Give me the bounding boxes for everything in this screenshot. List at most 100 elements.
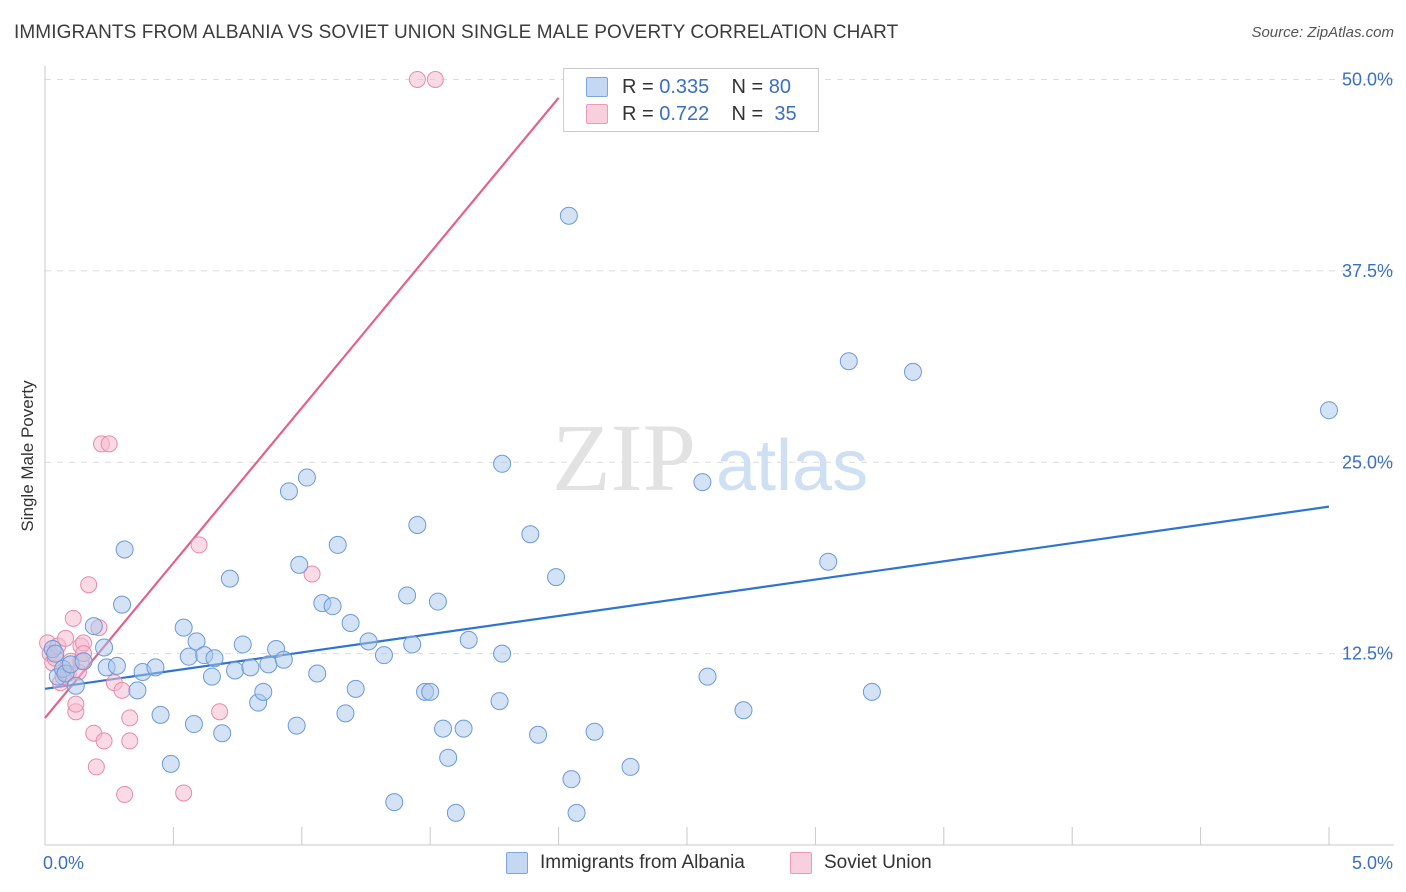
- point-albania: [151, 705, 170, 724]
- point-albania: [521, 525, 540, 544]
- legend-swatch-soviet-union: [790, 852, 812, 874]
- point-albania: [434, 719, 453, 738]
- point-albania: [585, 722, 604, 741]
- point-soviet-union: [426, 71, 444, 88]
- point-soviet-union: [190, 536, 208, 554]
- point-albania: [421, 682, 440, 701]
- series-soviet-union: [39, 71, 444, 803]
- y-tick-label: 37.5%: [1342, 261, 1393, 281]
- point-albania: [46, 644, 65, 663]
- x-tick-label-min: 0.0%: [43, 853, 84, 873]
- source-note: Source: ZipAtlas.com: [1251, 24, 1394, 41]
- point-albania: [254, 682, 273, 701]
- x-tick-label-max: 5.0%: [1352, 853, 1393, 873]
- point-albania: [621, 757, 640, 776]
- point-albania: [233, 635, 252, 654]
- point-soviet-union: [64, 609, 82, 627]
- point-soviet-union: [95, 732, 113, 750]
- legend-label-soviet-union: Soviet Union: [824, 852, 932, 873]
- point-albania: [323, 597, 342, 616]
- point-soviet-union: [116, 785, 134, 803]
- legend-r-label: R =: [622, 75, 654, 98]
- watermark-atlas: atlas: [716, 426, 868, 506]
- point-soviet-union: [175, 784, 193, 802]
- chart-title: IMMIGRANTS FROM ALBANIA VS SOVIET UNION …: [14, 22, 899, 43]
- legend-r-value: 0.722: [659, 102, 710, 125]
- point-albania: [95, 638, 114, 657]
- point-albania: [403, 635, 422, 654]
- legend-swatch-soviet-union: [586, 104, 608, 124]
- point-albania: [454, 719, 473, 738]
- point-albania: [115, 540, 134, 559]
- point-albania: [562, 770, 581, 789]
- point-soviet-union: [100, 435, 118, 453]
- point-albania: [241, 658, 260, 677]
- watermark: ZIP atlas: [552, 404, 868, 511]
- point-albania: [287, 716, 306, 735]
- point-albania: [459, 630, 478, 649]
- legend-r-label: R =: [622, 102, 654, 125]
- watermark-zip: ZIP: [552, 404, 696, 511]
- point-albania: [128, 681, 147, 700]
- point-albania: [113, 595, 132, 614]
- point-albania: [341, 614, 360, 633]
- point-albania: [698, 667, 717, 686]
- point-albania: [493, 644, 512, 663]
- point-albania: [297, 468, 316, 487]
- point-soviet-union: [87, 758, 105, 776]
- point-albania: [336, 704, 355, 723]
- point-soviet-union: [121, 732, 139, 750]
- point-albania: [259, 655, 278, 674]
- y-tick-label: 25.0%: [1342, 452, 1393, 472]
- y-tick-label: 50.0%: [1342, 70, 1393, 90]
- point-albania: [226, 661, 245, 680]
- point-albania: [819, 552, 838, 571]
- point-albania: [693, 473, 712, 492]
- point-albania: [428, 592, 447, 611]
- point-albania: [274, 650, 293, 669]
- point-albania: [66, 676, 85, 695]
- point-albania: [529, 725, 548, 744]
- axes: [44, 66, 1394, 846]
- point-albania: [374, 646, 393, 665]
- point-soviet-union: [211, 703, 229, 721]
- series-legend: Immigrants from Albania Soviet Union: [0, 852, 1406, 878]
- legend-item-soviet-union[interactable]: Soviet Union: [790, 852, 932, 874]
- point-albania: [493, 454, 512, 473]
- point-albania: [385, 793, 404, 812]
- point-albania: [107, 656, 126, 675]
- stats-legend: R = 0.335 N = 80 R = 0.722 N = 35: [563, 68, 819, 132]
- point-albania: [346, 679, 365, 698]
- legend-row-soviet-union: R = 0.722 N = 35: [586, 102, 797, 126]
- point-albania: [74, 652, 93, 671]
- point-albania: [187, 632, 206, 651]
- legend-n-value: 80: [768, 75, 792, 98]
- point-albania: [290, 555, 309, 574]
- point-soviet-union: [80, 576, 98, 594]
- point-soviet-union: [408, 71, 426, 88]
- point-albania: [1320, 401, 1338, 420]
- trend-line-soviet-union: [44, 97, 560, 719]
- point-albania: [446, 803, 465, 822]
- point-albania: [146, 658, 165, 677]
- point-albania: [408, 516, 427, 535]
- y-tick-label: 12.5%: [1342, 644, 1393, 664]
- legend-item-albania[interactable]: Immigrants from Albania: [506, 852, 745, 874]
- legend-swatch-albania: [586, 77, 608, 97]
- point-albania: [84, 617, 103, 636]
- point-albania: [174, 618, 193, 637]
- grid-lines: [45, 79, 1394, 655]
- point-albania: [862, 682, 881, 701]
- trend-line-albania: [44, 505, 1330, 690]
- point-albania: [398, 586, 417, 605]
- point-albania: [567, 803, 586, 822]
- point-albania: [734, 701, 753, 720]
- point-albania: [308, 664, 327, 683]
- point-albania: [559, 206, 578, 225]
- legend-swatch-albania: [506, 852, 528, 874]
- point-soviet-union: [303, 565, 321, 583]
- legend-row-albania: R = 0.335 N = 80: [586, 75, 791, 99]
- point-albania: [903, 362, 922, 381]
- point-albania: [202, 667, 221, 686]
